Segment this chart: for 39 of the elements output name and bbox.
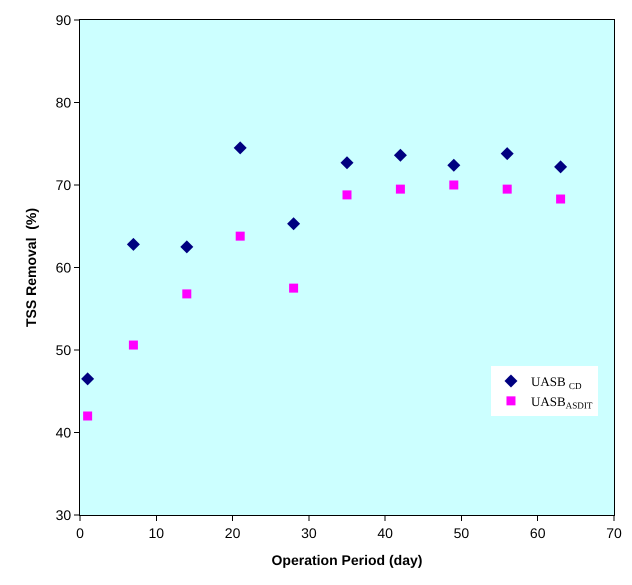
- point: [502, 184, 512, 194]
- y-tick-label: 30: [56, 506, 72, 523]
- y-tick-label: 90: [56, 12, 72, 28]
- y-tick-label: 60: [56, 259, 72, 276]
- x-tick-label: 0: [76, 524, 84, 541]
- x-axis-title: Operation Period (day): [272, 552, 422, 568]
- point: [182, 289, 192, 298]
- point: [556, 194, 566, 204]
- x-tick-label: 50: [454, 524, 470, 541]
- point: [234, 141, 247, 154]
- x-tick-label: 60: [530, 524, 546, 541]
- y-tick-label: 80: [56, 94, 72, 110]
- point: [340, 156, 354, 170]
- point: [81, 372, 94, 386]
- point: [289, 284, 298, 293]
- x-tick-label: 30: [301, 524, 317, 541]
- y-axis-title: TSS Removal (%): [23, 208, 40, 328]
- x-tick-label: 10: [148, 524, 164, 541]
- point: [126, 238, 140, 251]
- point: [342, 190, 352, 200]
- point: [554, 160, 568, 174]
- point: [128, 340, 138, 350]
- y-tick-label: 70: [56, 176, 72, 193]
- y-tick-label: 50: [56, 342, 72, 358]
- point: [180, 240, 194, 254]
- x-tick-label: 20: [224, 524, 241, 541]
- legend-label: UASB $_{CD}$: [530, 374, 582, 391]
- point: [287, 217, 300, 230]
- point: [447, 158, 460, 172]
- y-tick-label: 40: [56, 424, 72, 440]
- point: [236, 232, 245, 241]
- x-tick-label: 70: [606, 524, 622, 541]
- point: [394, 148, 407, 162]
- point: [396, 184, 405, 194]
- point: [449, 180, 458, 190]
- x-tick-label: 40: [377, 524, 394, 541]
- legend-label: UASB$_{ASDIT}$: [530, 394, 593, 411]
- point: [500, 147, 514, 160]
- point: [83, 412, 92, 420]
